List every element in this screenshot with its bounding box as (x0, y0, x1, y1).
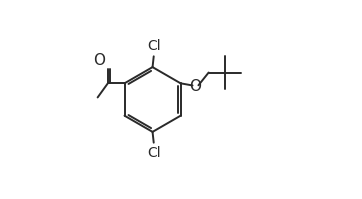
Text: O: O (189, 79, 201, 94)
Text: Cl: Cl (147, 146, 160, 160)
Text: Cl: Cl (147, 39, 160, 53)
Text: O: O (93, 53, 105, 68)
